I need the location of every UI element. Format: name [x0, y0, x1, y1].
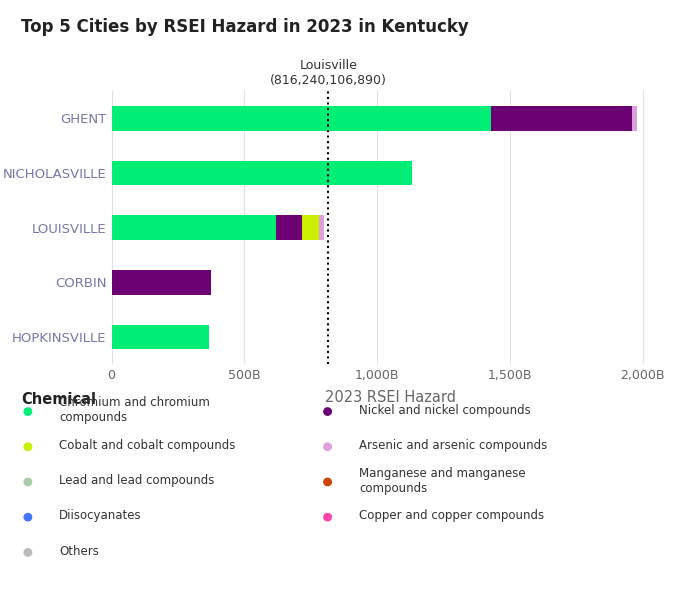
Text: Top 5 Cities by RSEI Hazard in 2023 in Kentucky: Top 5 Cities by RSEI Hazard in 2023 in K… — [21, 18, 468, 36]
Bar — [112, 270, 211, 294]
Bar — [302, 215, 319, 240]
Bar — [112, 215, 275, 240]
Text: Cobalt and cobalt compounds: Cobalt and cobalt compounds — [59, 439, 236, 452]
Bar — [491, 106, 632, 131]
Bar — [275, 215, 302, 240]
Bar — [112, 106, 491, 131]
X-axis label: 2023 RSEI Hazard: 2023 RSEI Hazard — [325, 390, 456, 405]
Text: Arsenic and arsenic compounds: Arsenic and arsenic compounds — [359, 439, 547, 452]
Text: Chemical: Chemical — [21, 392, 96, 407]
Text: Chromium and chromium
compounds: Chromium and chromium compounds — [59, 396, 210, 424]
Bar — [632, 106, 637, 131]
Text: Copper and copper compounds: Copper and copper compounds — [359, 509, 544, 523]
Bar — [112, 161, 411, 185]
Text: Louisville
(816,240,106,890): Louisville (816,240,106,890) — [270, 59, 387, 87]
Text: Others: Others — [59, 544, 99, 558]
Bar — [112, 325, 209, 349]
Text: Manganese and manganese
compounds: Manganese and manganese compounds — [359, 467, 526, 495]
Text: Nickel and nickel compounds: Nickel and nickel compounds — [359, 404, 530, 417]
Bar — [319, 215, 324, 240]
Text: Diisocyanates: Diisocyanates — [59, 509, 142, 523]
Text: Lead and lead compounds: Lead and lead compounds — [59, 474, 215, 487]
